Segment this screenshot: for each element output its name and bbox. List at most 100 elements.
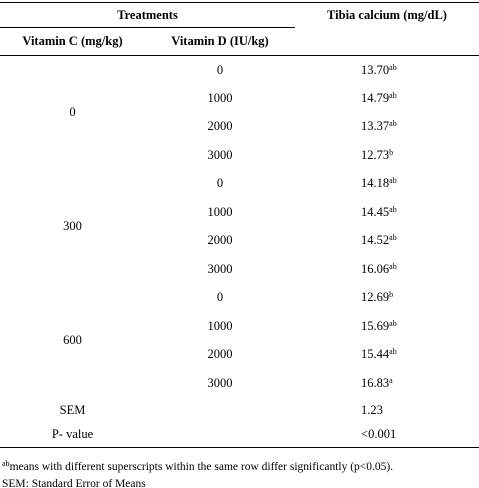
value-wrap: 15.69ab: [343, 319, 431, 334]
data-row: 1000 15.69ab: [0, 312, 479, 341]
superscript: b: [389, 290, 394, 300]
data-row: 3000 12.73b: [0, 141, 479, 170]
value: 14.18: [361, 176, 390, 191]
data-row: 0 0 13.70ab: [0, 56, 479, 120]
summary-label: SEM: [59, 402, 86, 417]
footnotes: abmeans with different superscripts with…: [2, 455, 393, 488]
superscript: ab: [389, 90, 397, 100]
superscript: ab: [389, 261, 397, 271]
value-cell: 16.06ab: [295, 255, 479, 284]
vitamin-d-cell: 2000: [207, 119, 233, 134]
vitamin-c-cell: 600: [63, 333, 82, 347]
value: 13.37: [361, 119, 390, 134]
value-wrap: 15.44ab: [343, 347, 431, 362]
footnote-text: means with different superscripts within…: [9, 461, 394, 473]
data-row: 1000 14.79ab: [0, 84, 479, 113]
value: 15.69: [361, 318, 390, 333]
value: 13.70: [361, 62, 390, 77]
data-row: 3000 16.06ab: [0, 255, 479, 284]
value-cell: 15.44ab: [295, 341, 479, 370]
value: 12.73: [361, 147, 390, 162]
value-wrap: 14.18ab: [343, 176, 431, 191]
value-wrap: 12.73b: [343, 148, 431, 163]
value-wrap: 14.52ab: [343, 233, 431, 248]
value-wrap: 12.69b: [343, 290, 431, 305]
value-wrap: <0.001: [343, 427, 431, 442]
data-row: 1000 14.45ab: [0, 198, 479, 227]
data-row: 2000 14.52ab: [0, 227, 479, 256]
superscript: a: [389, 375, 393, 385]
vitamin-c-cell: 0: [69, 105, 76, 120]
value: 15.44: [361, 347, 390, 362]
value-cell: 13.70ab: [295, 56, 479, 85]
superscript: ab: [389, 119, 397, 129]
value-wrap: 14.45ab: [343, 205, 431, 220]
data-table: Treatments Tibia calcium (mg/dL) Vitamin…: [0, 2, 479, 448]
footnote: abmeans with different superscripts with…: [2, 455, 393, 476]
header-row: Treatments Tibia calcium (mg/dL): [0, 2, 479, 28]
vitamin-d-cell: 3000: [207, 375, 233, 390]
vitamin-d-cell: 0: [216, 176, 224, 191]
value-cell: <0.001: [295, 422, 479, 448]
footnote-superscript: ab: [2, 459, 10, 468]
superscript: ab: [389, 176, 397, 186]
summary-label: P- value: [0, 422, 145, 448]
vitamin-d-cell: 0: [216, 62, 224, 77]
header-cell: Vitamin C (mg/kg): [0, 27, 145, 56]
value: 12.69: [361, 290, 390, 305]
data-row: 2000 15.44ab: [0, 341, 479, 370]
value-cell: 14.79ab: [295, 84, 479, 113]
header-cell: Treatments: [0, 2, 296, 28]
footnote-text: SEM: Standard Error of Means: [2, 478, 146, 488]
data-row: 300 0 14.18ab: [0, 170, 479, 233]
value-wrap: 16.83a: [343, 376, 431, 391]
header-cell: Tibia calcium (mg/dL): [327, 7, 447, 22]
value-cell: 16.83a: [295, 369, 479, 398]
data-row: 2000 13.37ab: [0, 113, 479, 142]
value-cell: 1.23: [295, 398, 479, 423]
empty-cell: [145, 398, 295, 423]
header-row: Vitamin C (mg/kg) Vitamin D (IU/kg): [0, 27, 479, 56]
value: <0.001: [361, 427, 397, 442]
value: 14.79: [361, 90, 390, 105]
value-cell: 12.69b: [295, 284, 479, 313]
summary-row: P- value <0.001: [0, 422, 479, 448]
vitamin-d-cell: 3000: [207, 261, 233, 276]
value-cell: 14.52ab: [295, 227, 479, 256]
vitamin-c-cell: 300: [63, 219, 82, 233]
superscript: ab: [389, 233, 397, 243]
value-wrap: 16.06ab: [343, 262, 431, 277]
vitamin-d-cell: 2000: [207, 233, 233, 248]
value-wrap: 1.23: [343, 403, 431, 418]
superscript: b: [389, 147, 394, 157]
footnote: SEM: Standard Error of Means: [2, 476, 393, 488]
value: 16.83: [361, 375, 390, 390]
value-cell: 15.69ab: [295, 312, 479, 341]
value-wrap: 13.37ab: [343, 119, 431, 134]
vitamin-d-cell: 0: [216, 290, 224, 305]
value: 14.45: [361, 204, 390, 219]
vitamin-d-cell: 3000: [207, 147, 233, 162]
vitamin-d-cell: 1000: [207, 318, 233, 333]
value-cell: 12.73b: [295, 141, 479, 170]
superscript: ab: [389, 318, 397, 328]
vitamin-d-cell: 1000: [207, 90, 233, 105]
header-cell: Vitamin D (IU/kg): [145, 27, 296, 56]
table-body: Treatments Tibia calcium (mg/dL) Vitamin…: [0, 2, 479, 448]
superscript: ab: [389, 347, 397, 357]
empty-cell: [145, 422, 296, 448]
superscript: ab: [389, 204, 397, 214]
value: 1.23: [361, 402, 383, 417]
summary-row: SEM 1.23: [0, 398, 479, 423]
value: 14.52: [361, 233, 390, 248]
vitamin-d-cell: 2000: [207, 347, 233, 362]
value-cell: 13.37ab: [295, 113, 479, 142]
data-row: 600 0 12.69b: [0, 284, 479, 347]
value-wrap: 14.79ab: [343, 91, 431, 106]
value-wrap: 13.70ab: [343, 63, 431, 78]
superscript: ab: [389, 62, 397, 72]
value-cell: 14.45ab: [295, 198, 479, 227]
value-cell: 14.18ab: [295, 170, 479, 199]
vitamin-d-cell: 1000: [207, 204, 233, 219]
